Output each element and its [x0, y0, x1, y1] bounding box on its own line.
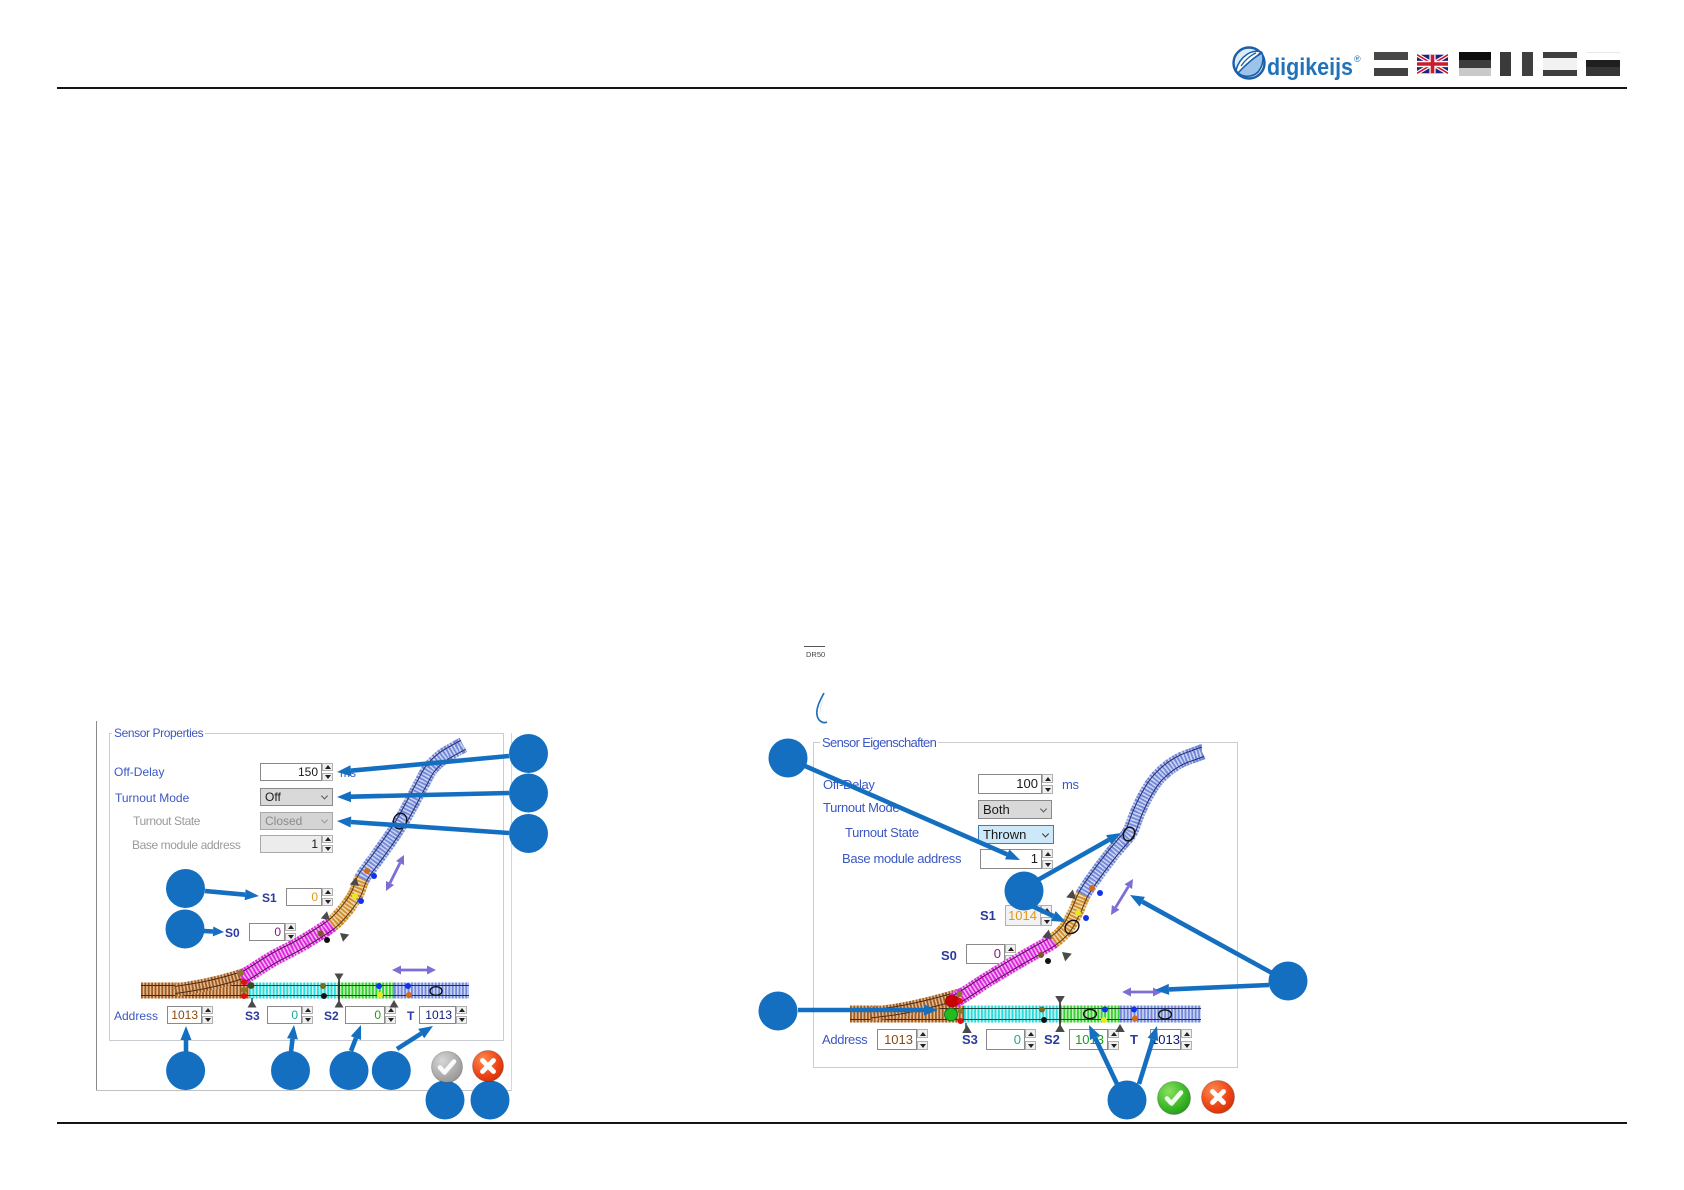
svg-text:®: ®: [1354, 54, 1361, 64]
svg-text:digikeijs: digikeijs: [1267, 54, 1353, 81]
